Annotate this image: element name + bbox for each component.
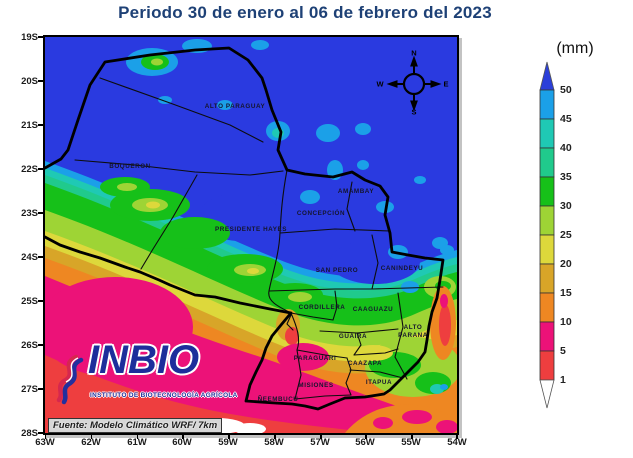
y-axis-tick-label: 25S	[21, 296, 38, 307]
legend-tick-label: 40	[560, 142, 572, 154]
x-axis-tick	[365, 435, 367, 439]
legend-tick-label: 50	[560, 84, 572, 96]
department-label: MISIONES	[298, 382, 334, 390]
y-axis-tick	[38, 300, 43, 302]
y-axis-tick-label: 21S	[21, 120, 38, 131]
department-label: ÑEEMBUCÚ	[257, 396, 299, 404]
x-axis-tick-label: 57W	[310, 437, 330, 448]
compass-east-label: E	[443, 79, 449, 89]
y-axis-tick	[38, 432, 43, 434]
y-axis-tick	[38, 36, 43, 38]
department-label: PRESIDENTE HAYES	[215, 226, 287, 234]
department-label: GUAIRA	[338, 333, 368, 341]
inbio-logo-text: INBIO	[88, 338, 200, 382]
x-axis-tick	[44, 435, 46, 439]
x-axis-tick-label: 58W	[264, 437, 284, 448]
y-axis-tick-label: 27S	[21, 384, 38, 395]
x-axis-tick	[90, 435, 92, 439]
x-axis-tick-label: 56W	[355, 437, 375, 448]
department-label: CONCEPCIÓN	[296, 210, 346, 218]
department-label: CANINDEYU	[380, 265, 424, 273]
y-axis-tick	[38, 212, 43, 214]
department-label: AMAMBAY	[337, 188, 375, 196]
x-axis-tick-label: 63W	[35, 437, 55, 448]
y-axis-tick	[38, 80, 43, 82]
legend-tick-label: 20	[560, 258, 572, 270]
compass-west-label: W	[376, 79, 384, 89]
x-axis-tick-label: 61W	[127, 437, 147, 448]
x-axis-tick-label: 55W	[401, 437, 421, 448]
department-label: ALTO PARANA	[398, 324, 428, 339]
x-axis-tick	[274, 435, 276, 439]
department-boundaries	[74, 77, 444, 400]
y-axis-tick	[38, 388, 43, 390]
compass-north-label: N	[411, 48, 417, 58]
y-axis-tick	[38, 124, 43, 126]
department-label: BOQUERON	[109, 163, 151, 171]
legend-tick-label: 30	[560, 200, 572, 212]
legend-tick-label: 15	[560, 287, 572, 299]
compass-icon	[386, 55, 442, 112]
department-label: CORDILLERA	[298, 304, 346, 312]
legend-tick-label: 5	[560, 345, 566, 357]
x-axis-tick	[456, 435, 458, 439]
x-axis-tick	[228, 435, 230, 439]
department-label: SAN PEDRO	[315, 267, 359, 275]
x-axis-tick	[136, 435, 138, 439]
x-axis-tick	[411, 435, 413, 439]
legend-tick-label: 45	[560, 113, 572, 125]
page-title: Periodo 30 de enero al 06 de febrero del…	[118, 3, 492, 22]
y-axis-tick-label: 26S	[21, 340, 38, 351]
legend-colorbar	[538, 60, 556, 410]
compass-south-label: S	[411, 107, 417, 117]
department-label: CAAGUAZU	[352, 306, 394, 314]
inbio-logo: INBIO INSTITUTO DE BIOTECNOLOGÍA AGRÍCOL…	[52, 338, 248, 408]
y-axis-tick	[38, 344, 43, 346]
x-axis-tick-label: 54W	[447, 437, 467, 448]
precipitation-map	[43, 35, 459, 435]
department-label: ALTO PARAGUAY	[204, 103, 266, 111]
y-axis-tick-label: 22S	[21, 164, 38, 175]
x-axis-tick-label: 60W	[172, 437, 192, 448]
x-axis-tick-label: 62W	[81, 437, 101, 448]
legend-tick-label: 25	[560, 229, 572, 241]
legend-unit-label: (mm)	[556, 40, 594, 57]
dna-icon	[56, 354, 84, 405]
y-axis-tick	[38, 168, 43, 170]
department-label: PARAGUARI	[293, 355, 337, 363]
y-axis-tick-label: 24S	[21, 252, 38, 263]
y-axis-tick	[38, 256, 43, 258]
x-axis-tick	[182, 435, 184, 439]
inbio-logo-subtitle: INSTITUTO DE BIOTECNOLOGÍA AGRÍCOLA	[90, 392, 238, 399]
legend-tick-label: 35	[560, 171, 572, 183]
y-axis-tick-label: 28S	[21, 428, 38, 439]
x-axis-tick-label: 59W	[218, 437, 238, 448]
department-label: CAAZAPA	[347, 360, 383, 368]
department-label: ITAPUA	[365, 379, 393, 387]
precipitation-field	[45, 37, 457, 433]
legend-tick-label: 1	[560, 374, 566, 386]
y-axis-tick-label: 19S	[21, 32, 38, 43]
y-axis-tick-label: 23S	[21, 208, 38, 219]
country-border	[45, 46, 445, 411]
x-axis-tick	[320, 435, 322, 439]
source-note: Fuente: Modelo Climático WRF/ 7km	[48, 418, 223, 433]
y-axis-tick-label: 20S	[21, 76, 38, 87]
legend-tick-label: 10	[560, 316, 572, 328]
